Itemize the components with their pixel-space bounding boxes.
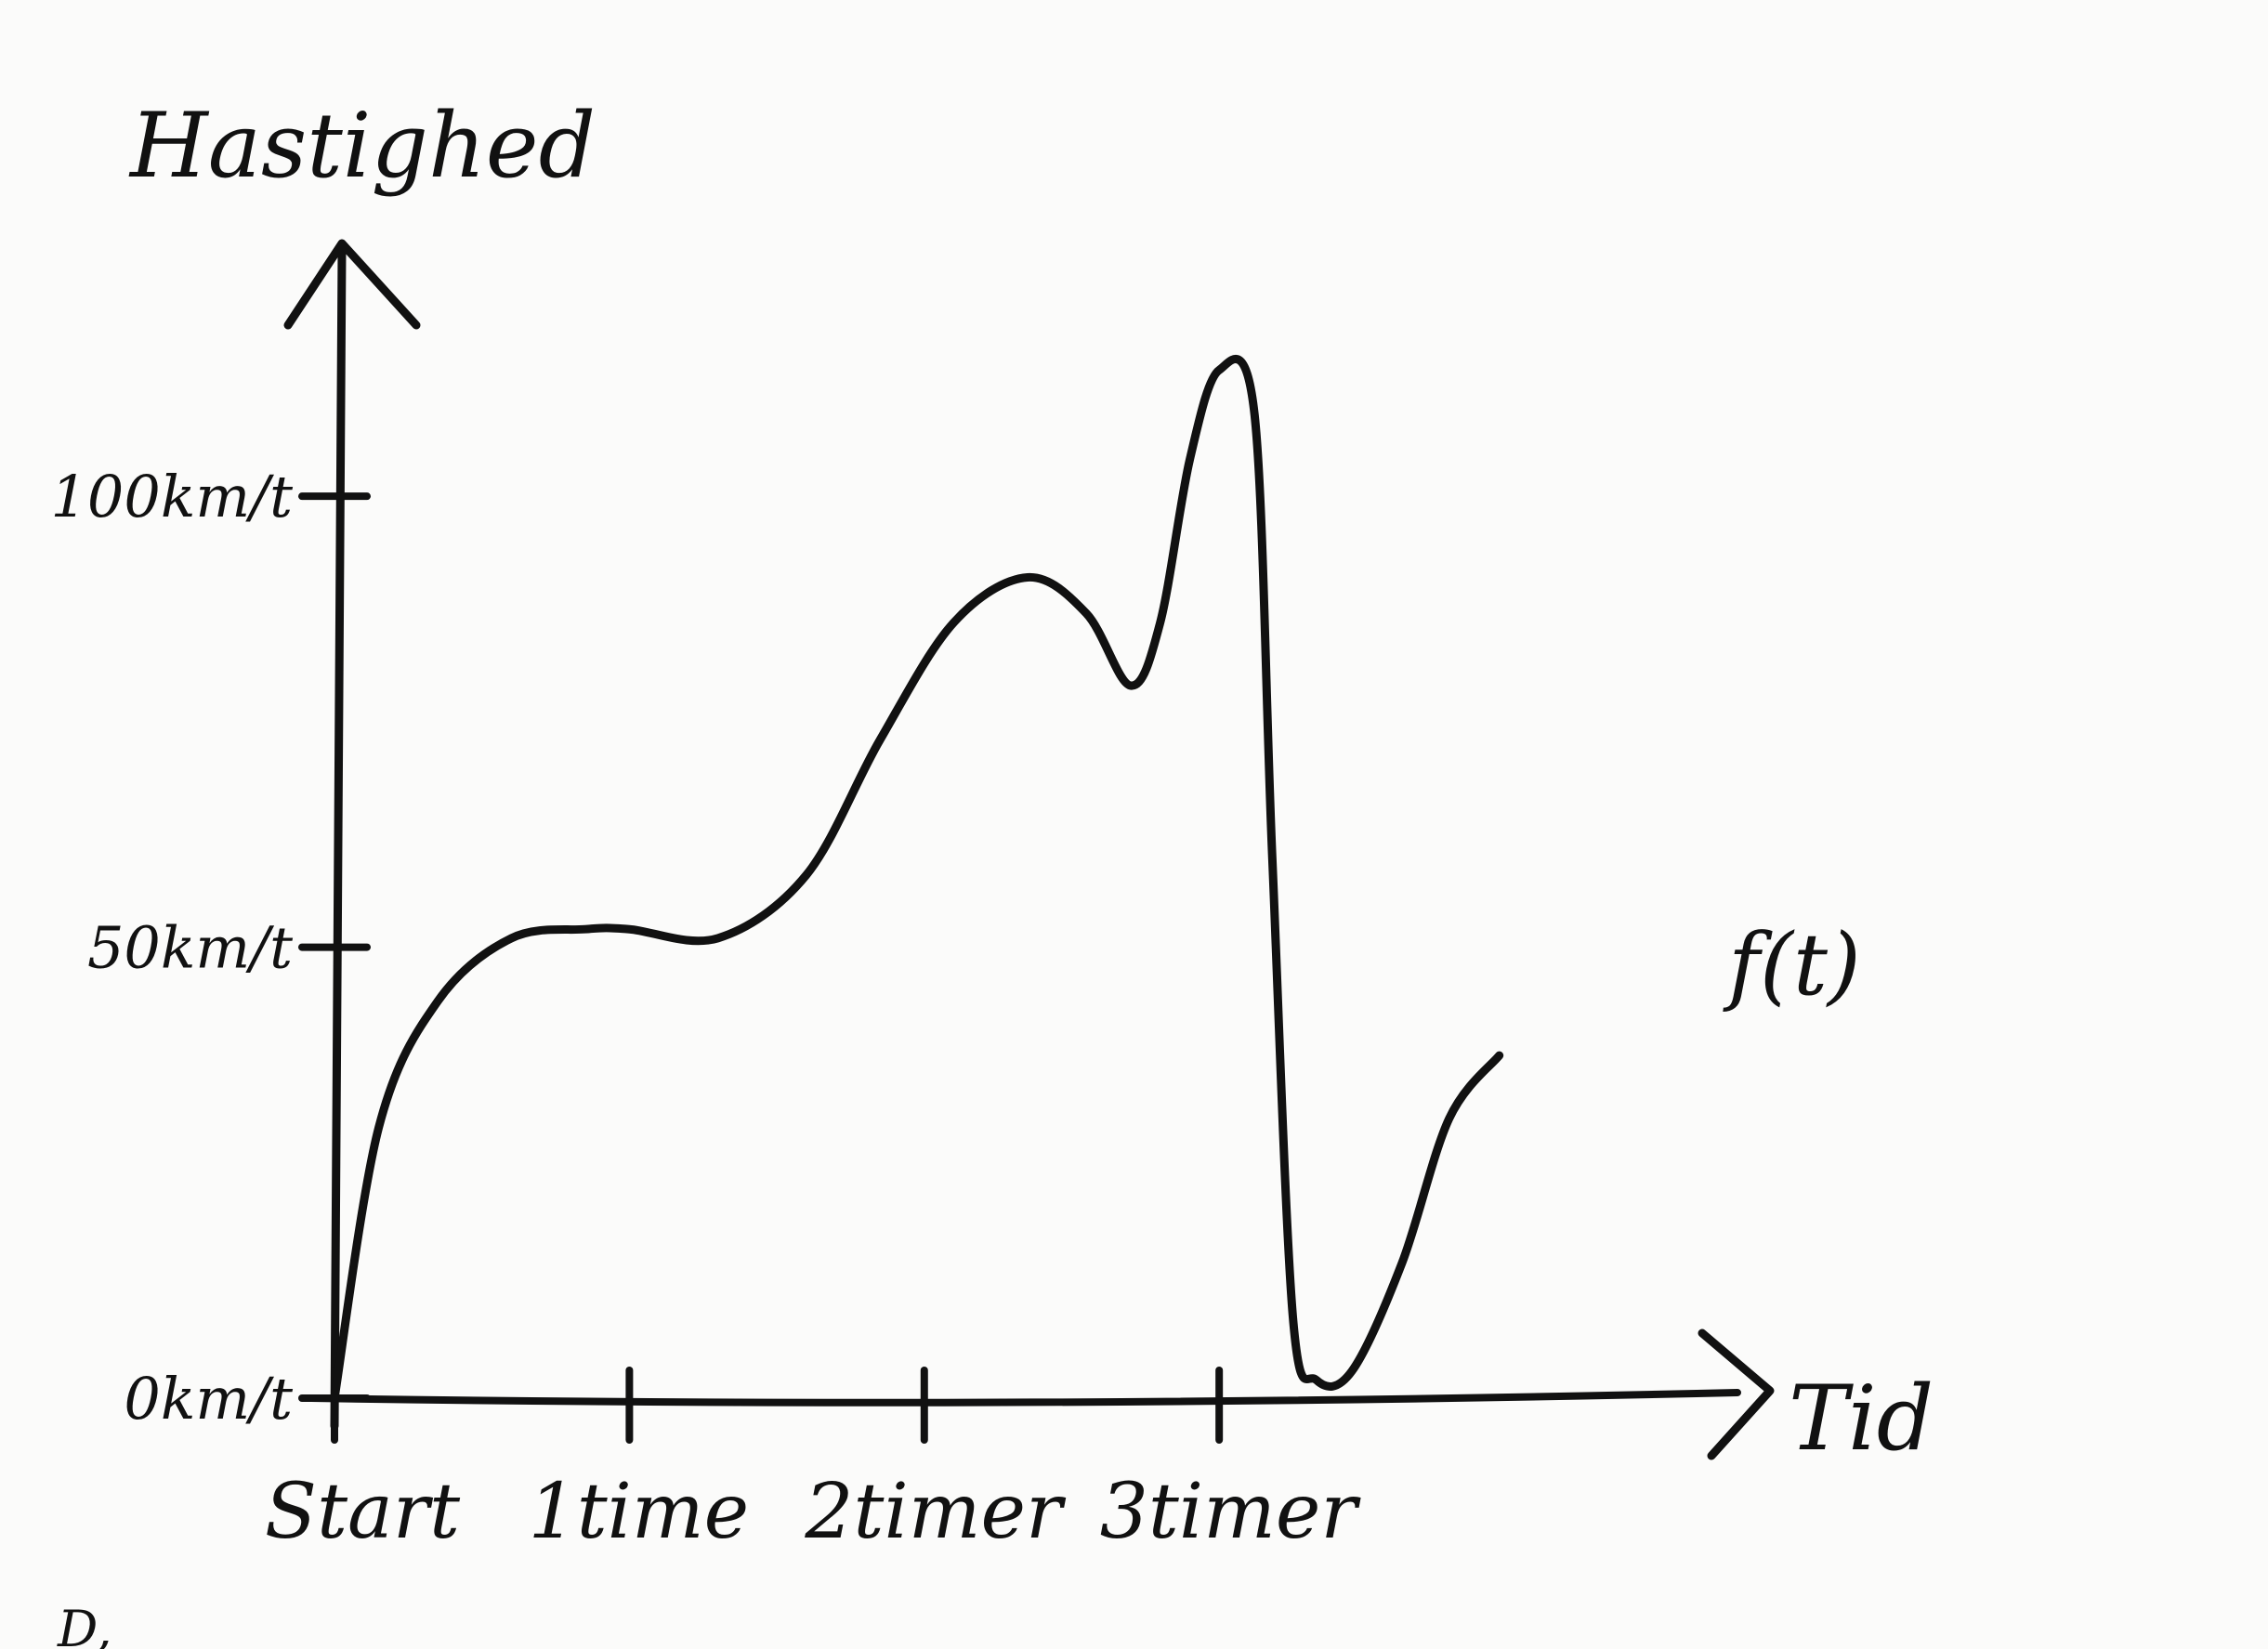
series-label-f-t: f(t) — [1723, 915, 1861, 1014]
y-tick-label: 100km/t — [50, 463, 293, 530]
y-axis-title: Hastighed — [128, 94, 596, 198]
series-line-f-t — [330, 355, 1504, 1403]
x-ticks: Start 1time 2timer 3timer — [265, 1367, 1362, 1556]
x-tick-label: Start — [265, 1468, 461, 1556]
x-tick-label: 3timer — [1100, 1468, 1362, 1556]
x-axis-title: Tid — [1789, 1367, 1934, 1471]
axes — [283, 239, 1775, 1460]
x-tick-label: 1time — [529, 1468, 750, 1556]
corner-mark: D, — [57, 1600, 112, 1649]
y-tick-label: 50km/t — [87, 914, 293, 982]
x-axis-line — [308, 1389, 1741, 1407]
x-tick-label: 2timer — [804, 1468, 1067, 1556]
y-ticks: 0km/t 50km/t 100km/t — [50, 463, 371, 1433]
y-tick-label: 0km/t — [124, 1365, 293, 1433]
y-axis-line — [330, 246, 347, 1431]
x-axis-arrowhead — [1698, 1328, 1775, 1460]
y-axis-arrowhead — [283, 239, 421, 330]
